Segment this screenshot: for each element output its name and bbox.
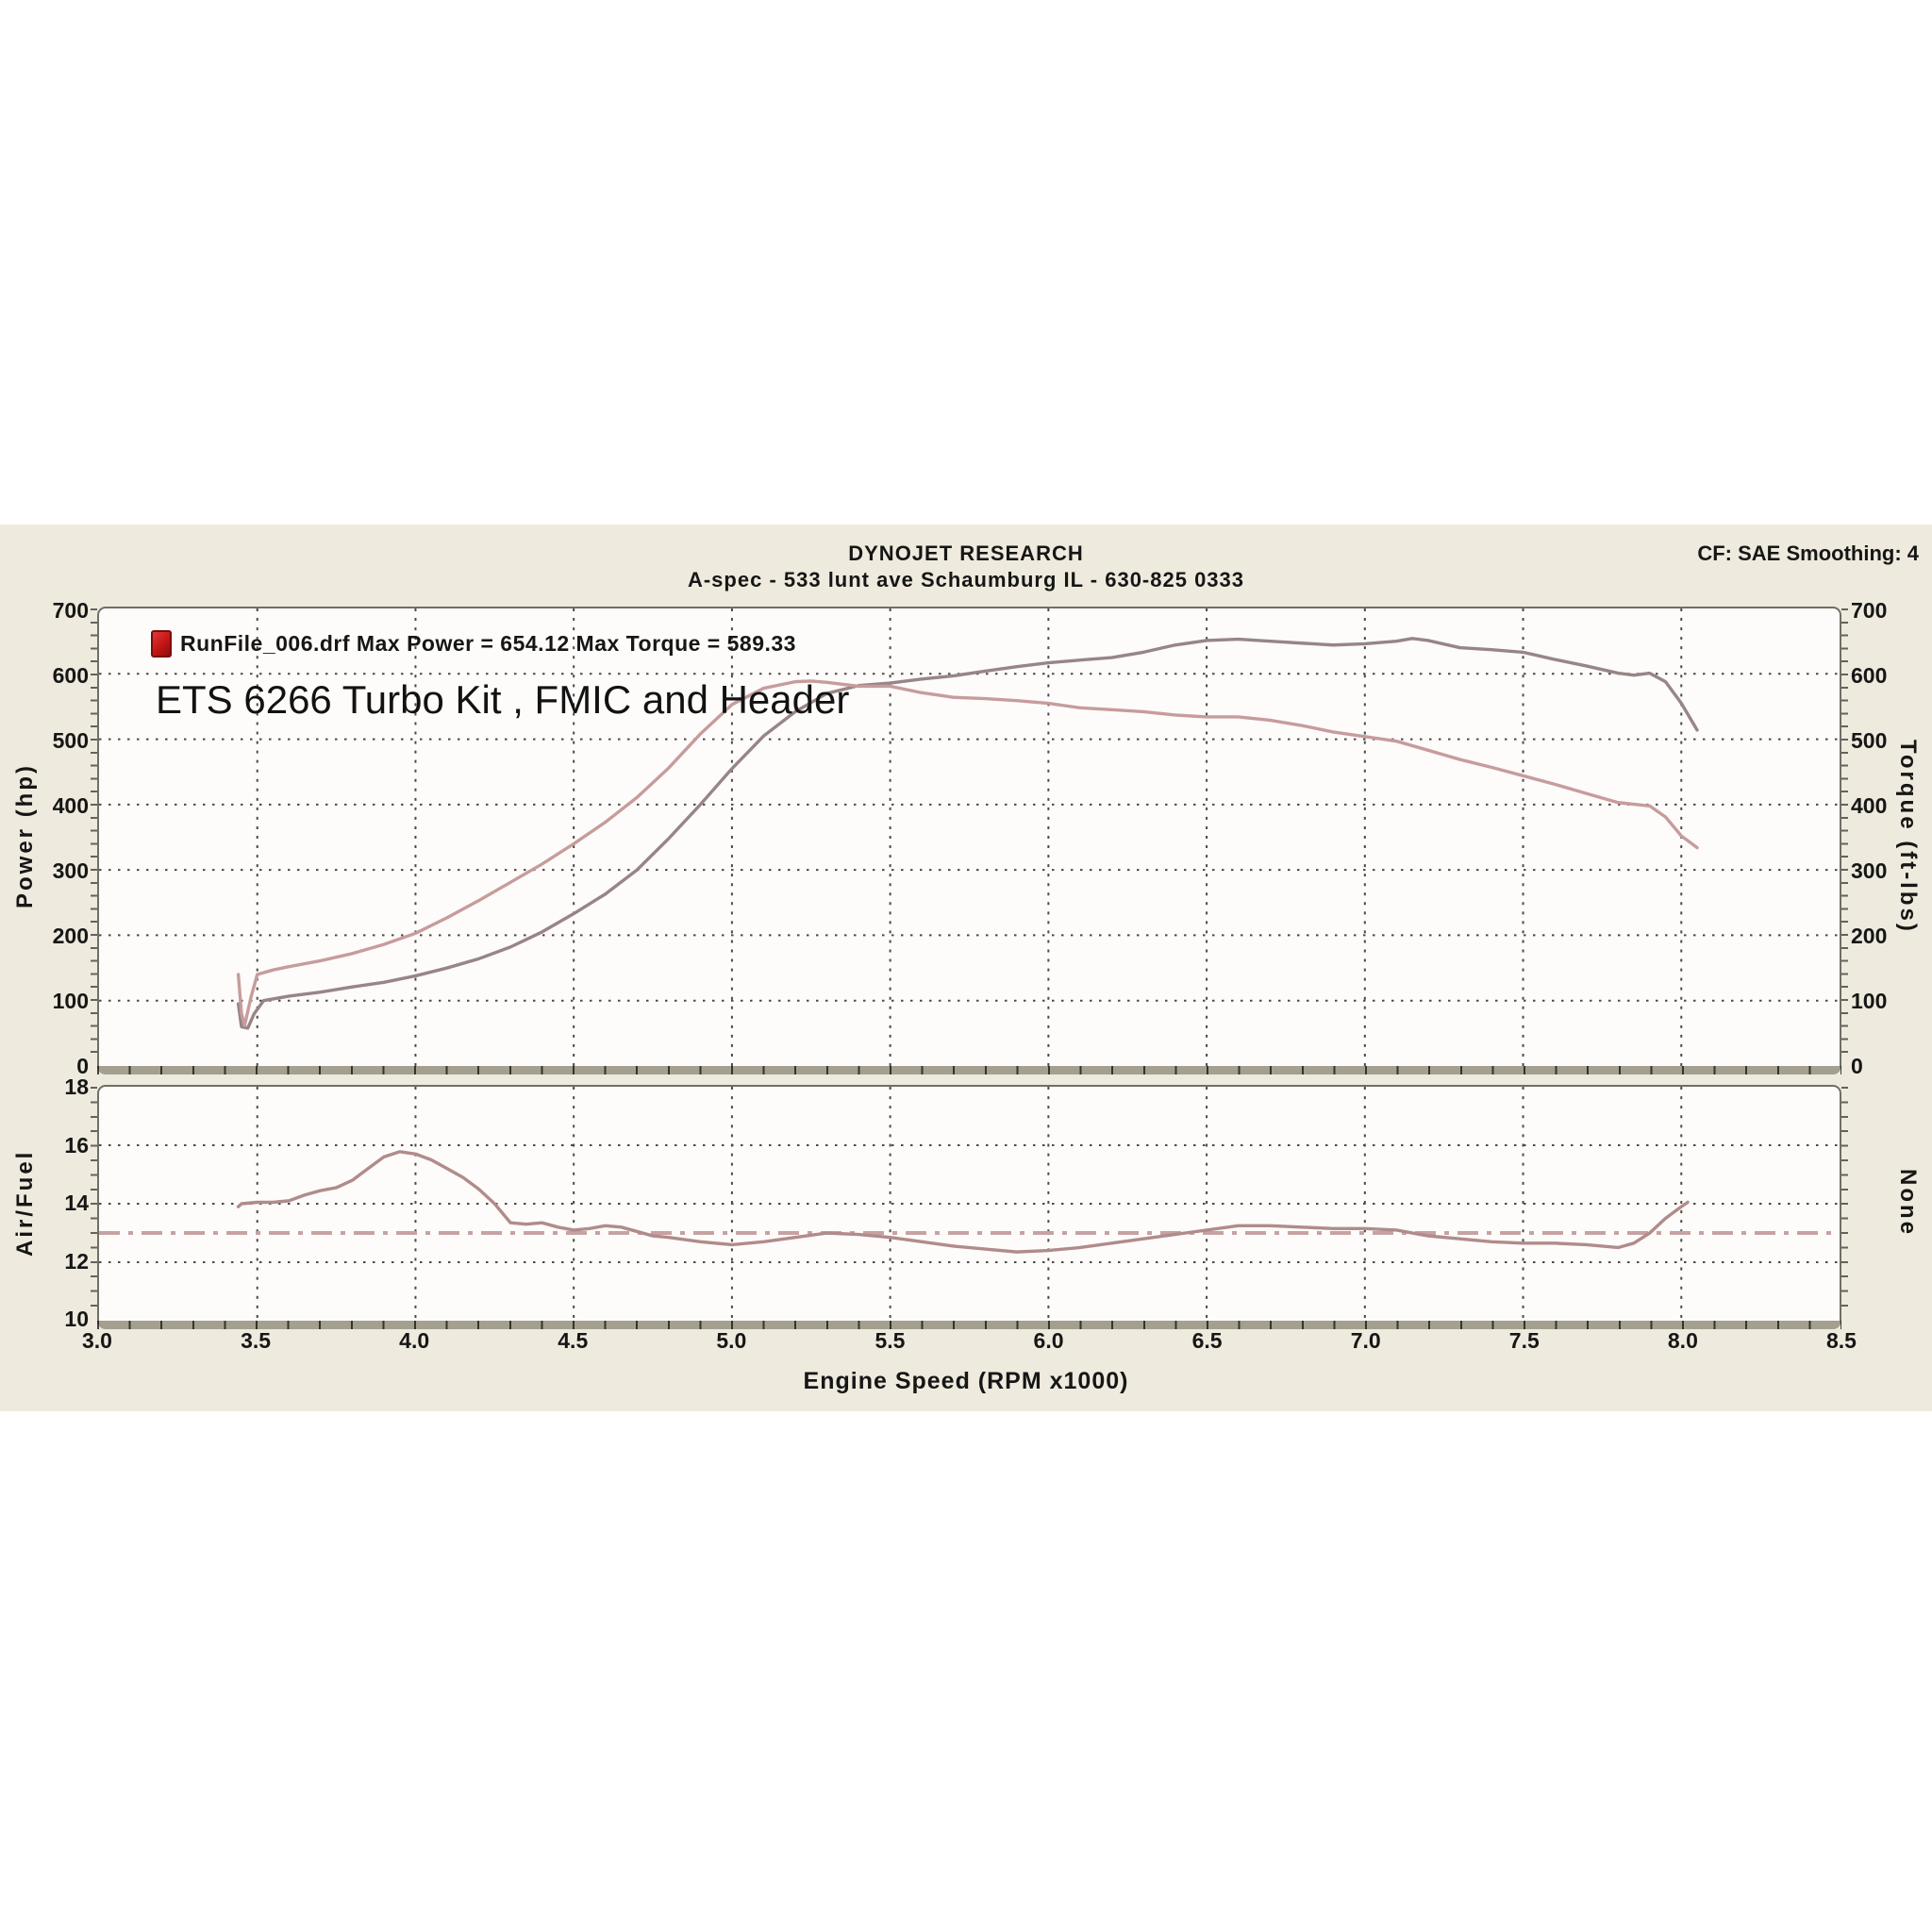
power-torque-curves bbox=[99, 608, 1840, 1066]
power-tick-label: 0 bbox=[76, 1054, 89, 1078]
power-tick-label: 600 bbox=[52, 663, 89, 688]
afr-x-axis-bar bbox=[97, 1321, 1841, 1329]
torque-axis-title: Torque (ft-lbs) bbox=[1895, 739, 1921, 934]
afr-tick-label: 18 bbox=[64, 1074, 89, 1099]
x-tick-label: 7.0 bbox=[1350, 1328, 1381, 1353]
x-tick-label: 7.5 bbox=[1508, 1328, 1540, 1353]
x-tick-label: 5.0 bbox=[716, 1328, 747, 1353]
power-tick-label: 700 bbox=[52, 598, 89, 623]
x-tick-label: 5.5 bbox=[874, 1328, 906, 1353]
power-tick-label: 200 bbox=[52, 924, 89, 948]
main-x-axis-bar bbox=[97, 1066, 1841, 1074]
report-subtitle: A-spec - 533 lunt ave Schaumburg IL - 63… bbox=[687, 568, 1245, 591]
afr-minor-ticks-left bbox=[91, 1087, 97, 1319]
power-tick-label: 400 bbox=[52, 793, 89, 818]
torque-tick-label: 0 bbox=[1851, 1054, 1863, 1078]
afr-right-axis-title: None bbox=[1895, 1169, 1921, 1237]
afr-tick-label: 12 bbox=[64, 1248, 89, 1274]
x-tick-label: 3.5 bbox=[241, 1328, 272, 1353]
torque-minor-ticks bbox=[1841, 608, 1848, 1064]
x-tick-label: 8.0 bbox=[1667, 1328, 1698, 1353]
air-fuel-curve bbox=[99, 1087, 1840, 1321]
runfile-document-icon bbox=[151, 630, 172, 658]
torque-tick-label: 700 bbox=[1851, 598, 1888, 623]
torque-tick-label: 400 bbox=[1851, 793, 1888, 818]
x-tick-label: 4.0 bbox=[399, 1328, 430, 1353]
torque-tick-label: 500 bbox=[1851, 728, 1888, 753]
x-tick-label: 4.5 bbox=[558, 1328, 589, 1353]
torque-tick-label: 600 bbox=[1851, 663, 1888, 688]
power-tick-label: 100 bbox=[52, 989, 89, 1013]
x-tick-label: 8.5 bbox=[1825, 1328, 1857, 1353]
cf-smoothing-label: CF: SAE Smoothing: 4 bbox=[1697, 541, 1919, 565]
x-tick-label: 6.0 bbox=[1033, 1328, 1064, 1353]
x-axis-title: Engine Speed (RPM x1000) bbox=[803, 1368, 1129, 1394]
x-tick-labels: 3.0 3.5 4.0 4.5 5.0 5.5 6.0 6.5 7.0 7.5 8.0 8.5 bbox=[0, 1328, 1932, 1357]
dyno-sheet: DYNOJET RESEARCH A-spec - 533 lunt ave S… bbox=[0, 525, 1932, 1411]
afr-tick-label: 14 bbox=[64, 1191, 89, 1215]
torque-tick-label: 300 bbox=[1851, 858, 1888, 883]
afr-minor-ticks-right bbox=[1841, 1087, 1848, 1319]
power-minor-ticks bbox=[91, 608, 97, 1064]
air-fuel-plot bbox=[97, 1085, 1841, 1329]
torque-tick-label: 200 bbox=[1851, 924, 1888, 948]
power-tick-label: 300 bbox=[52, 858, 89, 883]
report-title: DYNOJET RESEARCH bbox=[848, 541, 1084, 565]
x-tick-label: 6.5 bbox=[1191, 1328, 1223, 1353]
power-tick-label: 500 bbox=[52, 728, 89, 753]
x-tick-label: 3.0 bbox=[82, 1328, 112, 1353]
afr-tick-label: 16 bbox=[64, 1132, 89, 1158]
legend-text: RunFile_006.drf Max Power = 654.12 Max T… bbox=[180, 631, 796, 656]
annotation-text: ETS 6266 Turbo Kit , FMIC and Header bbox=[156, 677, 850, 722]
legend: RunFile_006.drf Max Power = 654.12 Max T… bbox=[151, 630, 796, 658]
afr-tick-label: 10 bbox=[64, 1307, 89, 1331]
power-torque-plot: RunFile_006.drf Max Power = 654.12 Max T… bbox=[97, 607, 1841, 1074]
torque-tick-label: 100 bbox=[1851, 989, 1888, 1013]
